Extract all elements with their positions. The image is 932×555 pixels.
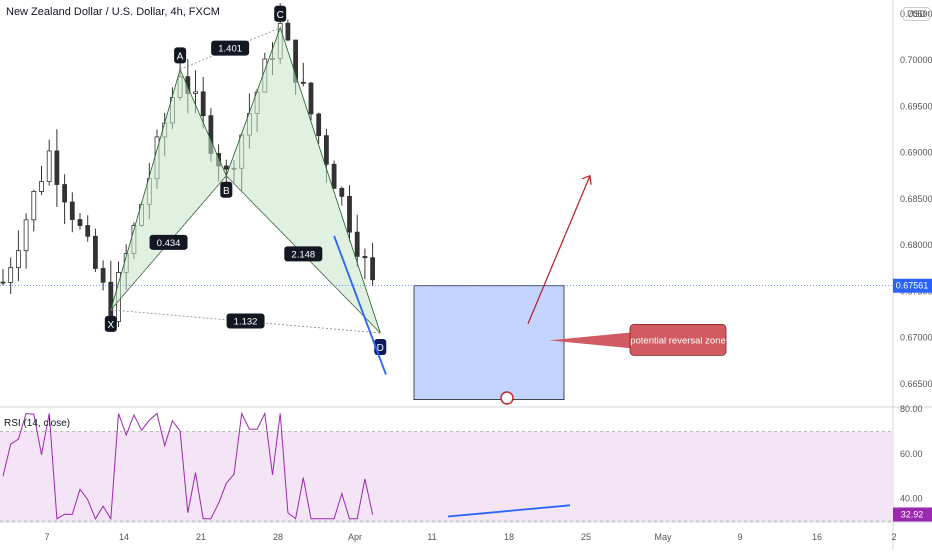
rsi-title: RSI (14, close) xyxy=(4,418,71,429)
price-tick-label: 0.69500 xyxy=(900,101,932,111)
candle-bearish xyxy=(100,268,106,283)
pattern-point-marker xyxy=(174,47,187,64)
time-tick-label: 9 xyxy=(737,532,742,542)
pattern-point-marker xyxy=(274,5,287,22)
candle-bearish xyxy=(354,231,360,257)
candle-bullish xyxy=(39,181,44,192)
price-tick-label: 0.69000 xyxy=(900,148,932,158)
rsi-tick-label: 40.00 xyxy=(900,494,923,504)
price-tick-label: 0.68500 xyxy=(900,194,932,204)
ratio-label-bg xyxy=(226,313,265,329)
callout-box xyxy=(629,323,727,356)
rsi-value-badge xyxy=(893,507,932,522)
currency-badge[interactable]: USD xyxy=(903,7,931,21)
candle-bearish xyxy=(200,91,206,117)
trend-line xyxy=(333,235,387,375)
ratio-label: 0.434 xyxy=(157,238,181,249)
candle-bearish xyxy=(316,113,322,137)
candle-bearish xyxy=(339,187,345,197)
ratio-label: 2.148 xyxy=(291,249,315,260)
candle-bearish xyxy=(223,165,229,170)
pattern-point-label: C xyxy=(277,10,284,21)
time-tick-label: May xyxy=(654,532,672,542)
callout-pointer xyxy=(549,332,632,349)
time-tick-label: 16 xyxy=(812,532,822,542)
candle-bearish xyxy=(300,81,306,84)
ratio-label-bg xyxy=(149,234,188,250)
time-tick-label: 25 xyxy=(581,532,591,542)
time-tick-label: 28 xyxy=(273,532,283,542)
price-tick-label: 0.70500 xyxy=(900,9,932,19)
current-price-badge xyxy=(893,278,932,293)
candle-bearish xyxy=(93,235,98,269)
price-tick-label: 0.68000 xyxy=(900,240,932,250)
candle-bearish xyxy=(362,256,368,259)
chart-title: New Zealand Dollar / U.S. Dollar, 4h, FX… xyxy=(6,6,220,18)
candle-bearish xyxy=(323,135,329,165)
rsi-line xyxy=(2,411,374,521)
pattern-point-marker xyxy=(220,181,233,198)
time-tick-label: Apr xyxy=(348,532,362,542)
candle-bearish xyxy=(331,163,337,189)
candle-bearish xyxy=(85,225,91,237)
projection-arrow-head xyxy=(581,174,592,185)
candle-bearish xyxy=(308,82,314,115)
ratio-line xyxy=(110,309,381,334)
current-price-label: 0.67561 xyxy=(896,281,929,291)
candle-bearish xyxy=(54,150,60,185)
time-tick-label: 14 xyxy=(119,532,129,542)
candle-bearish xyxy=(108,281,114,322)
ratio-label-bg xyxy=(211,40,250,56)
candle-bearish xyxy=(347,195,352,233)
candle-bearish xyxy=(370,257,376,281)
candle-bearish xyxy=(69,201,75,220)
time-tick-label: 2 xyxy=(891,532,896,542)
ratio-label: 1.401 xyxy=(218,44,242,55)
pattern-point-label: B xyxy=(223,186,230,197)
candle-bullish xyxy=(8,267,14,283)
candle-bearish xyxy=(62,184,67,203)
rsi-tick-label: 80.00 xyxy=(900,404,923,414)
ratio-label-bg xyxy=(284,246,323,262)
pattern-point-label: X xyxy=(107,320,114,331)
reversal-zone-box xyxy=(413,285,565,401)
pattern-point-label: D xyxy=(377,343,384,354)
us-flag-icon xyxy=(500,391,514,405)
candle-bearish xyxy=(77,219,83,226)
candle-bullish xyxy=(15,250,21,269)
pattern-point-marker xyxy=(104,315,117,332)
pattern-xab-triangle xyxy=(110,68,227,311)
rsi-value-label: 32.92 xyxy=(901,509,924,519)
ratio-label: 1.132 xyxy=(234,316,258,327)
time-tick-label: 18 xyxy=(504,532,514,542)
rsi-tick-label: 60.00 xyxy=(900,449,923,459)
time-tick-label: 21 xyxy=(196,532,206,542)
rsi-divergence-line xyxy=(447,504,571,518)
candle-bearish xyxy=(285,22,291,41)
price-tick-label: 0.66500 xyxy=(900,379,932,389)
rsi-band xyxy=(0,431,893,521)
candle-bullish xyxy=(193,91,198,94)
price-tick-label: 0.67000 xyxy=(900,333,932,343)
ratio-line xyxy=(226,175,381,334)
pattern-point-label: A xyxy=(177,51,184,62)
time-tick-label: 11 xyxy=(427,532,436,542)
candle-bullish xyxy=(31,191,37,221)
reversal-zone-label: potential reversal zone xyxy=(630,335,726,346)
time-tick-label: 7 xyxy=(44,532,49,542)
candle-bullish xyxy=(23,219,29,252)
projection-arrow-line xyxy=(527,175,591,324)
price-tick-label: 0.70000 xyxy=(900,55,932,65)
candle-bearish xyxy=(0,281,6,284)
candle-bullish xyxy=(46,150,52,182)
